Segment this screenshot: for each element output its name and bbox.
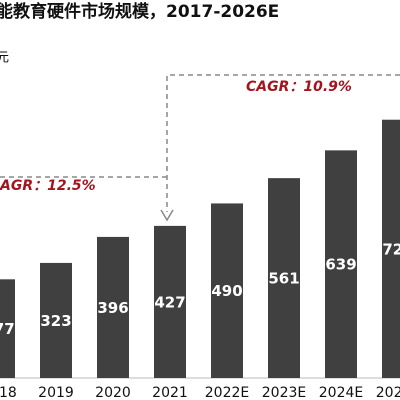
bar [40, 262, 72, 378]
value-label: 639 [325, 256, 356, 274]
x-tick-label: 2018 [0, 385, 17, 400]
connector [166, 74, 400, 212]
bar [325, 150, 357, 378]
x-tick-label: 2021 [152, 385, 188, 400]
y-axis-label: 元 [0, 51, 9, 66]
arrow-head [160, 209, 174, 222]
x-tick-label: 2019 [38, 385, 74, 400]
x-tick-label: 2022E [205, 385, 249, 400]
value-label: 490 [211, 282, 242, 300]
x-tick-label: 2020 [95, 385, 131, 400]
bar [268, 178, 300, 378]
cagr-annotation: CAGR：10.9% [246, 79, 352, 95]
value-label: 323 [40, 312, 71, 330]
bar [0, 279, 15, 378]
value-label: 396 [97, 299, 128, 317]
value-label: 561 [268, 270, 299, 288]
value-label: 427 [154, 293, 185, 311]
chart-title: 能教育硬件市场规模，2017-2026E [0, 1, 279, 22]
cagr-connectors [0, 74, 400, 222]
bar [154, 225, 186, 378]
x-tick-label: 2025E [376, 385, 400, 400]
x-tick-label: 2024E [319, 385, 363, 400]
bar [382, 119, 400, 378]
bar [211, 203, 243, 378]
value-label: 725 [382, 240, 400, 258]
cagr-annotation: AGR：12.5% [0, 178, 96, 194]
bar [97, 236, 129, 378]
x-tick-label: 2023E [262, 385, 306, 400]
value-label: 277 [0, 320, 15, 338]
